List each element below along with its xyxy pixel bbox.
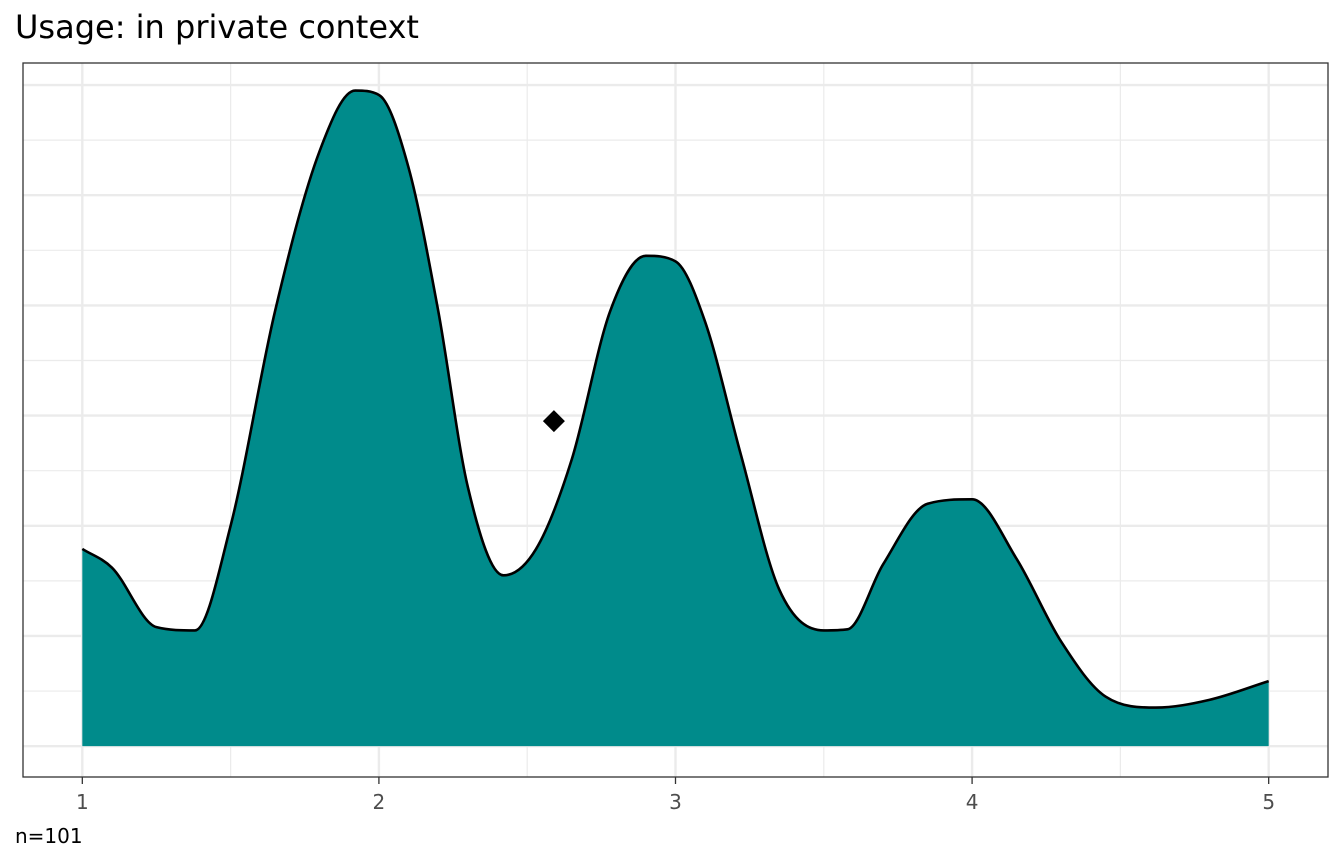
x-tick-label: 1	[76, 790, 89, 814]
x-tick-label: 5	[1262, 790, 1275, 814]
density-line	[81, 89, 1270, 709]
x-tick-label: 4	[966, 790, 979, 814]
x-axis: 1 2 3 4 5	[76, 777, 1275, 814]
x-tick-label: 2	[373, 790, 386, 814]
sample-size-caption: n=101	[15, 824, 83, 848]
chart-title: Usage: in private context	[15, 8, 419, 46]
mean-marker	[542, 410, 565, 433]
density-area	[82, 90, 1269, 747]
x-tick-label: 3	[669, 790, 682, 814]
